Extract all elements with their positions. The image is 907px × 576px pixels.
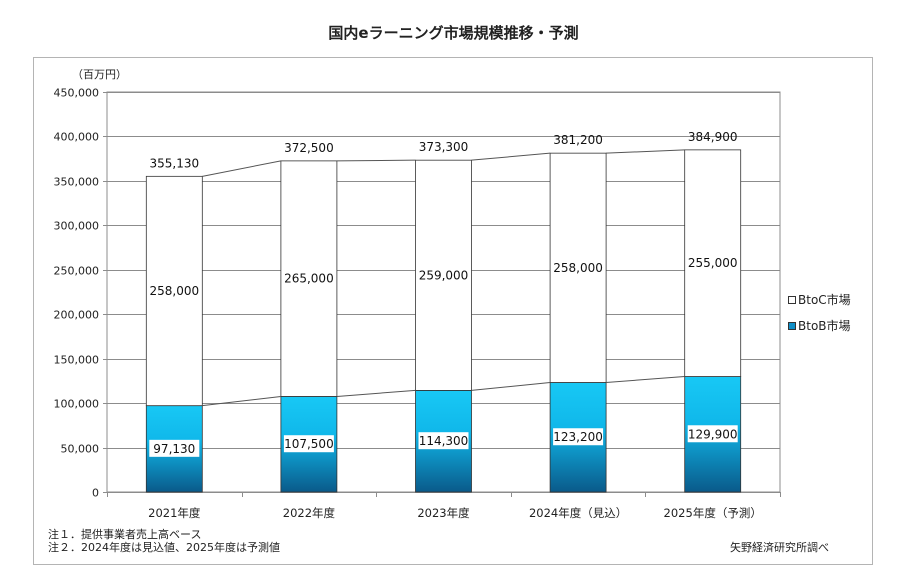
- y-tick-label: 400,000: [54, 131, 100, 144]
- total-value-label: 384,900: [688, 130, 738, 144]
- btob-value-label: 97,130: [153, 442, 195, 456]
- bar-btoc: [684, 149, 742, 377]
- x-category-label: 2022年度: [283, 506, 336, 520]
- chart-title: 国内eラーニング市場規模推移・予測: [328, 24, 579, 42]
- y-tick-label: 200,000: [54, 309, 100, 322]
- btoc-value-label: 258,000: [149, 284, 199, 298]
- footnote-1: 注１．提供事業者売上高ベース: [48, 528, 202, 541]
- y-tick-label: 350,000: [54, 176, 100, 189]
- btob-series-line: [336, 389, 416, 397]
- total-value-label: 381,200: [553, 133, 603, 147]
- btob-label-box: [149, 439, 200, 457]
- btob-label-box: [553, 428, 604, 446]
- btob-series-line: [202, 395, 281, 407]
- y-tick-label: 150,000: [54, 354, 100, 367]
- btob-value-label: 114,300: [419, 434, 469, 448]
- bar-btoc: [549, 152, 607, 383]
- x-category-label: 2021年度: [148, 506, 201, 520]
- x-category-label: 2024年度（見込）: [529, 506, 627, 520]
- total-series-line: [336, 159, 416, 162]
- btob-series-line: [606, 376, 685, 383]
- btoc-value-label: 259,000: [419, 268, 469, 282]
- total-series-line: [471, 152, 551, 161]
- x-category-label: 2023年度: [417, 506, 470, 520]
- footnote-2: 注２．2024年度は見込値、2025年度は予測値: [48, 541, 280, 554]
- x-category-label: 2025年度（予測）: [664, 506, 762, 520]
- total-series-line: [606, 149, 685, 154]
- btoc-value-label: 255,000: [688, 256, 738, 270]
- legend-item-btoc: BtoC市場: [788, 291, 851, 308]
- source-credit: 矢野経済研究所調べ: [730, 541, 829, 554]
- btob-series-line: [471, 381, 551, 391]
- btoc-value-label: 258,000: [553, 261, 603, 275]
- btob-value-label: 129,900: [688, 427, 738, 441]
- y-unit-label: （百万円）: [72, 68, 127, 81]
- y-tick-label: 300,000: [54, 220, 100, 233]
- y-tick-label: 100,000: [54, 398, 100, 411]
- btob-label-box: [283, 435, 334, 453]
- y-tick-label: 450,000: [54, 87, 100, 100]
- total-series-line: [202, 160, 281, 177]
- bar-btoc: [280, 160, 338, 397]
- btoc-value-label: 265,000: [284, 272, 334, 286]
- btob-label-box: [687, 425, 738, 443]
- total-value-label: 372,500: [284, 141, 334, 155]
- total-value-label: 373,300: [419, 140, 469, 154]
- legend-swatch-btob: [788, 321, 796, 330]
- total-value-label: 355,130: [149, 156, 199, 170]
- btob-label-box: [418, 432, 469, 450]
- legend-item-btob: BtoB市場: [788, 317, 851, 334]
- legend-label-btob: BtoB市場: [798, 319, 851, 333]
- bar-btoc: [145, 175, 203, 407]
- bar-btoc: [415, 159, 472, 391]
- legend-swatch-btoc: [788, 295, 796, 304]
- y-tick-label: 50,000: [61, 443, 100, 456]
- legend-label-btoc: BtoC市場: [798, 293, 851, 307]
- y-tick-label: 250,000: [54, 265, 100, 278]
- btob-value-label: 107,500: [284, 437, 334, 451]
- y-tick-label: 0: [92, 487, 99, 500]
- btob-value-label: 123,200: [553, 430, 603, 444]
